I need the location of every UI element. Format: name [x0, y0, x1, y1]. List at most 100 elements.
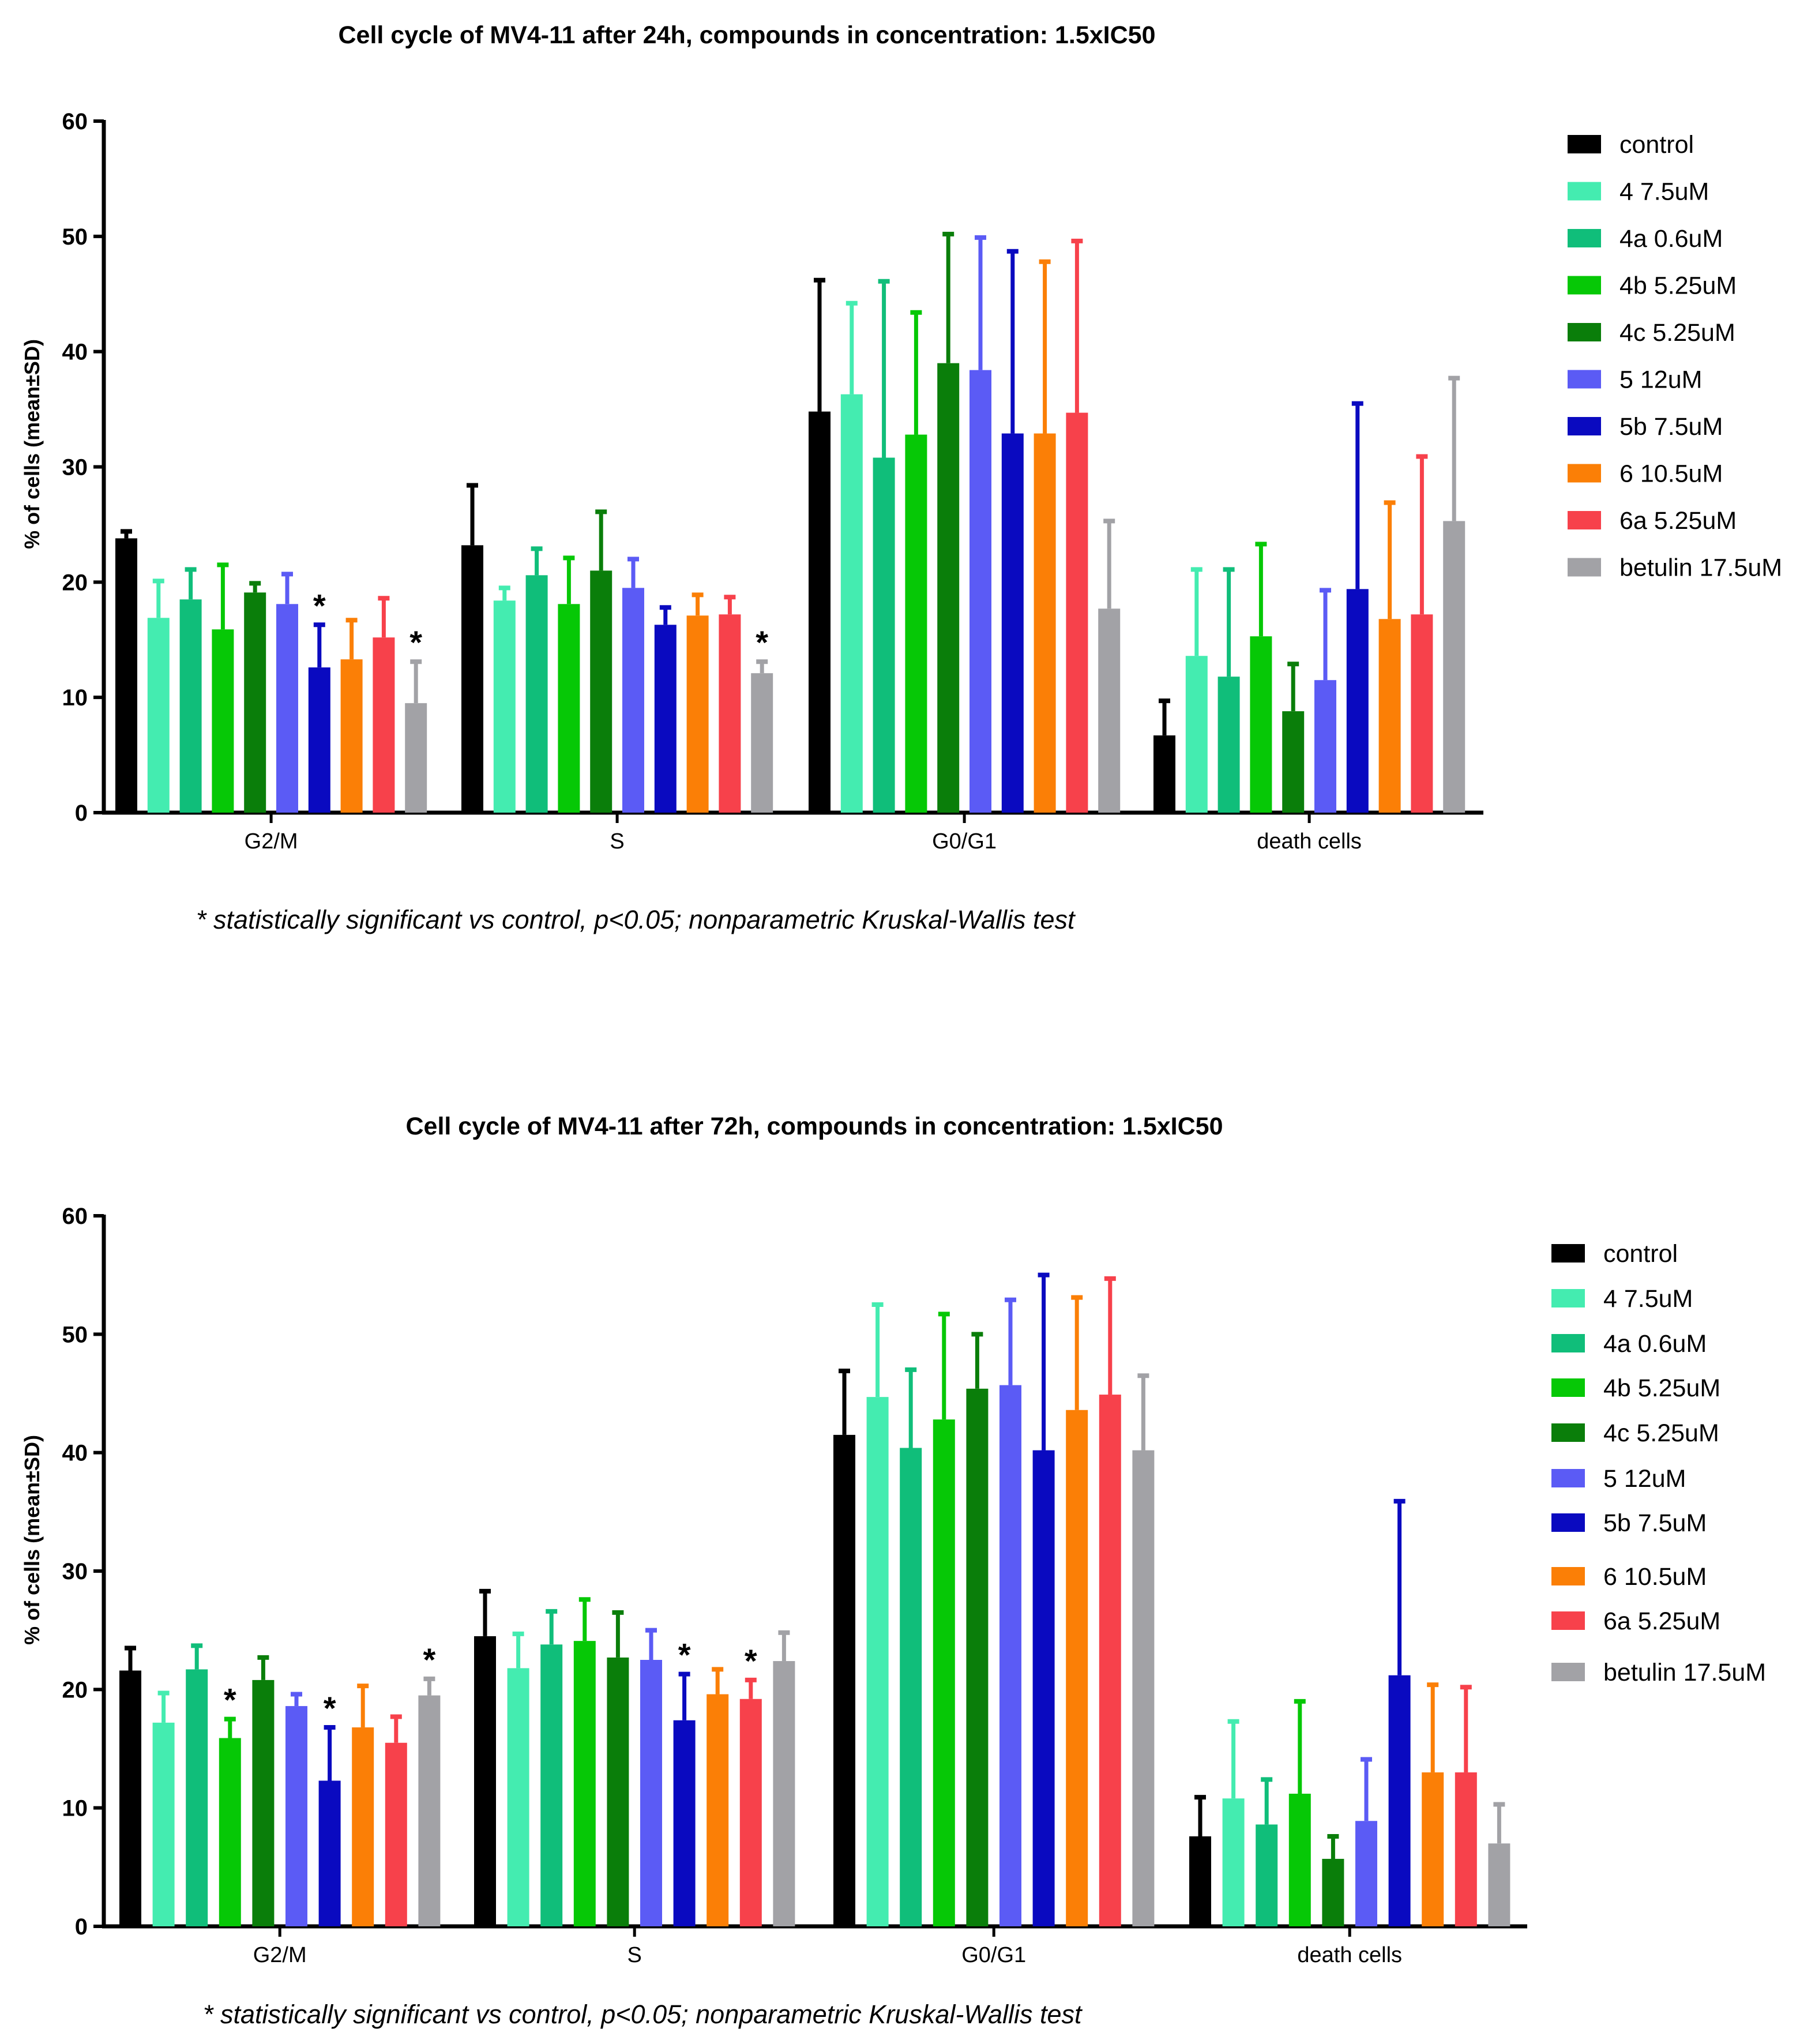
y-axis-label: % of cells (mean±SD): [20, 1435, 44, 1645]
bar-g0-g1-4-7-5um: [866, 1397, 889, 1926]
bar-death-cells-4c-5-25um: [1282, 711, 1305, 813]
legend-label: 5b 7.5uM: [1619, 413, 1723, 441]
axes: [93, 1214, 1527, 1937]
bar-g0-g1-control: [833, 1434, 855, 1926]
bar-s-4c-5-25um: [607, 1657, 629, 1926]
legend-swatch: [1551, 1567, 1585, 1585]
legend-label: 4b 5.25uM: [1603, 1374, 1720, 1402]
bar-g0-g1-5-12um: [999, 1385, 1021, 1926]
legend-label: 6 10.5uM: [1619, 460, 1723, 488]
bar-death-cells-4c-5-25um: [1322, 1858, 1344, 1926]
bar-s-6a-5-25um: [719, 614, 741, 813]
x-tick-label-g0-g1: G0/G1: [961, 1943, 1026, 1967]
bar-g0-g1-5-12um: [969, 370, 991, 813]
bar-g2-m-control: [119, 1670, 141, 1926]
legend-label: control: [1619, 131, 1694, 159]
x-tick-labels: G2/M S G0/G1 death cells: [253, 1943, 1402, 1967]
bar-g2-m-4a-0-6um: [186, 1669, 208, 1926]
legend-label: 4b 5.25uM: [1619, 272, 1737, 300]
bar-g2-m-betulin-17-5um: [418, 1695, 441, 1926]
y-tick-label: 30: [62, 455, 88, 480]
legend-swatch: [1568, 417, 1601, 435]
significance-star: *: [423, 1641, 436, 1678]
legend-swatch: [1568, 182, 1601, 201]
significance-star: *: [409, 624, 422, 660]
y-tick-label: 30: [62, 1559, 88, 1584]
y-tick-label: 10: [62, 1796, 88, 1821]
legend-swatch: [1568, 370, 1601, 389]
bar-g2-m-4-7-5um: [147, 618, 170, 813]
bar-death-cells-5b-7-5um: [1388, 1675, 1411, 1926]
legend-swatch: [1568, 464, 1601, 483]
legend-swatch: [1551, 1423, 1585, 1442]
bar-g0-g1-4a-0-6um: [900, 1448, 922, 1926]
y-tick-label: 50: [62, 224, 88, 250]
bar-death-cells-4a-0-6um: [1217, 677, 1240, 813]
footnote: * statistically significant vs control, …: [196, 905, 1076, 934]
y-tick-label: 20: [62, 570, 88, 595]
y-tick-label: 60: [62, 109, 88, 134]
bar-death-cells-4b-5-25um: [1288, 1794, 1311, 1926]
legend: control 4 7.5uM 4a 0.6uM 4b 5.25uM 4c 5.25uM…: [1568, 131, 1782, 582]
significance-markers: * * *: [313, 587, 768, 660]
x-tick-label-death-cells: death cells: [1297, 1943, 1402, 1967]
bar-s-betulin-17-5um: [751, 673, 773, 813]
bar-g2-m-4c-5-25um: [252, 1679, 275, 1926]
x-tick-label-s: S: [610, 829, 624, 854]
bar-death-cells-6a-5-25um: [1455, 1772, 1477, 1926]
legend-label: 4 7.5uM: [1603, 1285, 1693, 1313]
significance-star: *: [745, 1643, 757, 1679]
x-tick-labels: G2/M S G0/G1 death cells: [245, 829, 1362, 854]
legend-swatch: [1551, 1513, 1585, 1532]
x-tick-label-g0-g1: G0/G1: [932, 829, 997, 854]
bar-g0-g1-4b-5-25um: [905, 434, 927, 813]
legend-swatch: [1551, 1244, 1585, 1263]
chart-title: Cell cycle of MV4-11 after 24h, compound…: [338, 21, 1155, 49]
legend-swatch: [1568, 558, 1601, 577]
chart-24h: Cell cycle of MV4-11 after 24h, compound…: [20, 21, 1782, 934]
bar-s-betulin-17-5um: [773, 1661, 795, 1926]
legend-swatch: [1551, 1334, 1585, 1352]
bar-death-cells-4-7-5um: [1222, 1798, 1245, 1926]
bar-g2-m-6-10-5um: [340, 659, 363, 813]
legend: control 4 7.5uM 4a 0.6uM 4b 5.25uM 4c 5.25uM…: [1551, 1240, 1766, 1686]
bar-g0-g1-4c-5-25um: [966, 1388, 989, 1926]
bar-death-cells-betulin-17-5um: [1488, 1843, 1510, 1926]
bar-g2-m-betulin-17-5um: [405, 703, 427, 813]
bar-death-cells-control: [1189, 1836, 1211, 1926]
bar-s-4a-0-6um: [525, 575, 548, 813]
bar-g2-m-4c-5-25um: [244, 592, 266, 813]
y-tick-label: 0: [75, 801, 88, 826]
chart-title: Cell cycle of MV4-11 after 72h, compound…: [405, 1113, 1223, 1140]
x-tick-label-g2-m: G2/M: [245, 829, 298, 854]
y-tick-label: 60: [62, 1204, 88, 1229]
y-tick-label: 20: [62, 1677, 88, 1703]
y-tick-label: 40: [62, 1441, 88, 1466]
bar-death-cells-6a-5-25um: [1411, 614, 1433, 813]
bar-g0-g1-4c-5-25um: [937, 363, 960, 813]
significance-star: *: [324, 1690, 336, 1726]
bar-s-4a-0-6um: [540, 1644, 563, 1926]
bar-g0-g1-betulin-17-5um: [1098, 608, 1121, 813]
bar-g0-g1-6a-5-25um: [1066, 412, 1088, 813]
significance-star: *: [224, 1682, 236, 1718]
legend-swatch: [1551, 1469, 1585, 1487]
bar-g2-m-4a-0-6um: [179, 599, 202, 813]
bar-s-4-7-5um: [507, 1668, 529, 1926]
bar-s-4-7-5um: [493, 600, 516, 813]
bar-g2-m-4b-5-25um: [212, 629, 234, 813]
y-tick-labels: 0 10 20 30 40 50 60: [62, 109, 88, 826]
bar-g0-g1-5b-7-5um: [1032, 1450, 1055, 1926]
legend-swatch: [1551, 1289, 1585, 1307]
legend-swatch: [1551, 1663, 1585, 1681]
bar-s-4b-5-25um: [573, 1641, 596, 1926]
bar-s-6-10-5um: [686, 615, 709, 813]
y-tick-label: 0: [75, 1914, 88, 1940]
bar-g0-g1-6-10-5um: [1034, 433, 1056, 813]
legend-label: 6a 5.25uM: [1603, 1607, 1720, 1635]
legend-swatch: [1568, 276, 1601, 295]
bar-death-cells-6-10-5um: [1378, 619, 1401, 813]
legend-swatch: [1568, 135, 1601, 153]
significance-star: *: [756, 624, 768, 660]
bar-s-5b-7-5um: [673, 1720, 696, 1926]
